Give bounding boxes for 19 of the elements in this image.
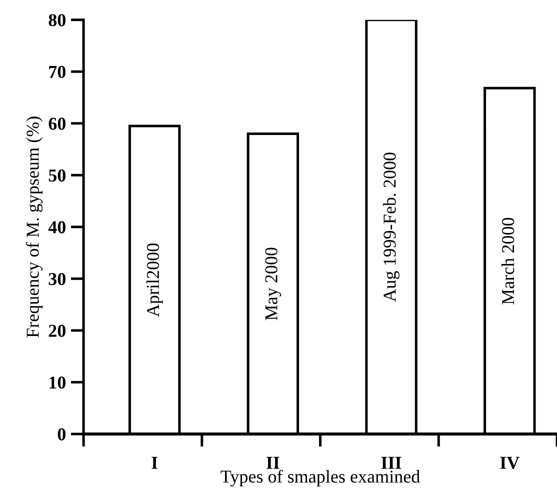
annotation: March 2000 [501, 218, 514, 304]
y-tick-label: 30 [48, 272, 66, 286]
y-tick-label: 0 [58, 428, 66, 440]
annotation: Aug 1999-Feb. 2000 [383, 152, 400, 302]
y-tick-label: 70 [49, 66, 66, 78]
x-tick-label: IV [500, 456, 520, 470]
y-axis-title: Frequency of M. gypseum (%) [26, 116, 43, 338]
annotation: April2000 [146, 244, 163, 317]
y-tick-label: 60 [48, 118, 66, 130]
y-tick-label: 50 [48, 169, 66, 182]
y-tick-label: 80 [48, 14, 66, 26]
x-tick-label: III [381, 456, 402, 469]
x-tick-label: I [152, 456, 158, 469]
y-tick-label: 20 [48, 324, 66, 337]
y-tick-label: 10 [50, 376, 66, 389]
y-tick-label: 40 [48, 221, 66, 234]
x-axis-title: Types of smaples examined [220, 470, 420, 486]
annotation: May 2000 [265, 248, 282, 320]
x-tick-label: II [266, 456, 280, 469]
